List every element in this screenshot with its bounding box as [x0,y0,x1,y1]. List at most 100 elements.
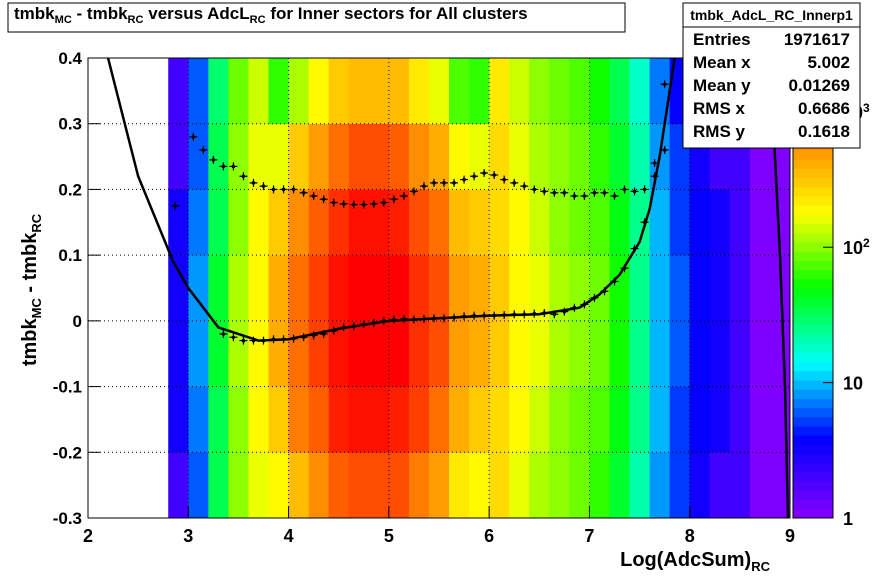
heatmap-cell [348,58,370,125]
profile-dot [572,194,577,198]
profile-dot [341,202,346,206]
palette-step [793,490,833,501]
heatmap-cell [168,189,189,256]
heatmap-cell [529,452,550,519]
profile-dot [552,190,557,195]
profile-dot [632,189,637,194]
heatmap-cell [288,58,309,125]
heatmap-cell [408,255,430,322]
profile-dot [602,289,607,294]
heatmap-cell [749,452,771,519]
stats-label: Mean x [693,53,751,72]
heatmap-cell [308,123,329,190]
heatmap-cell [589,58,610,125]
heatmap-cell [388,189,410,256]
heatmap-cell [609,123,630,190]
profile-dot [173,204,178,208]
palette-step [793,150,833,160]
heatmap-cell [729,255,751,322]
z-tick-label-base: 10 [843,238,863,258]
profile-dot [231,164,236,169]
heatmap-cell [228,58,249,125]
heatmap-cell [268,189,289,256]
heatmap-cell [509,189,530,256]
heatmap-cell [689,386,711,453]
heatmap-cell [569,123,590,190]
heatmap-cell [749,255,771,322]
profile-dot [622,266,627,271]
heatmap-cell [449,123,470,190]
heatmap-cell [408,320,430,387]
heatmap-cell [629,320,650,387]
palette-step [793,370,833,381]
heatmap-cell [589,123,610,190]
palette-step [793,168,833,179]
profile-dot [452,181,456,185]
heatmap-cell [208,386,229,453]
z-tick-label: 10 [843,374,863,394]
profile-dot [452,315,456,320]
profile-dot [582,194,587,198]
x-axis-label-part: RC [751,559,770,574]
heatmap-cell [549,386,570,453]
profile-dot [241,174,246,179]
profile-dot [261,184,266,188]
profile-dot [251,181,256,185]
heatmap-cell [469,189,490,256]
palette-step [793,196,833,206]
palette-step [793,232,833,243]
profile-dot [542,189,547,194]
heatmap-cell [709,452,731,519]
heatmap-cell [328,320,350,387]
heatmap-cell [609,189,630,256]
profile-dot [462,314,466,319]
y-tick-label: -0.2 [53,443,82,462]
heatmap-cell [509,320,530,387]
heatmap-cell [388,386,410,453]
heatmap-cell [328,255,350,322]
heatmap-cell [529,189,550,256]
heatmap-cell [629,255,650,322]
heatmap-cell [268,386,289,453]
palette-step [793,334,833,344]
heatmap-cell [248,189,269,256]
profile-dot [542,311,547,315]
palette-step [793,306,833,317]
stats-value: 0.01269 [789,76,850,95]
profile-dot [532,187,537,192]
palette-step [793,444,833,455]
profile-dot [241,338,246,343]
heatmap-cell [549,320,570,387]
profile-dot [442,181,446,185]
profile-dot [331,328,336,333]
y-axis-label: tmbkMC - tmbkRC [19,213,44,366]
heatmap-cell [408,386,430,453]
heatmap-cell [428,320,450,387]
heatmap-cell [428,386,450,453]
heatmap-cell [469,320,490,387]
heatmap-cell [549,255,570,322]
profile-dot [251,338,256,343]
heatmap-cell [649,58,670,125]
profile-dot [502,313,506,317]
z-tick-label: 102 [843,236,870,258]
profile-dot [221,164,226,169]
heatmap-cell [328,58,350,125]
heatmap-cell [388,123,410,190]
heatmap-cell [208,255,229,322]
heatmap-cell [769,320,791,387]
palette-step [793,251,833,261]
heatmap-cell [388,58,410,125]
profile-dot [492,313,496,318]
palette-step [793,389,833,399]
heatmap-cell [388,255,410,322]
profile-dot [562,190,567,195]
heatmap-cell [729,320,751,387]
heatmap-cell [749,386,771,453]
profile-dot [201,148,206,152]
palette-step [793,407,833,418]
heatmap-cell [549,123,570,190]
heatmap-cell [188,58,209,125]
palette-step [793,242,833,252]
profile-dot [392,197,396,202]
